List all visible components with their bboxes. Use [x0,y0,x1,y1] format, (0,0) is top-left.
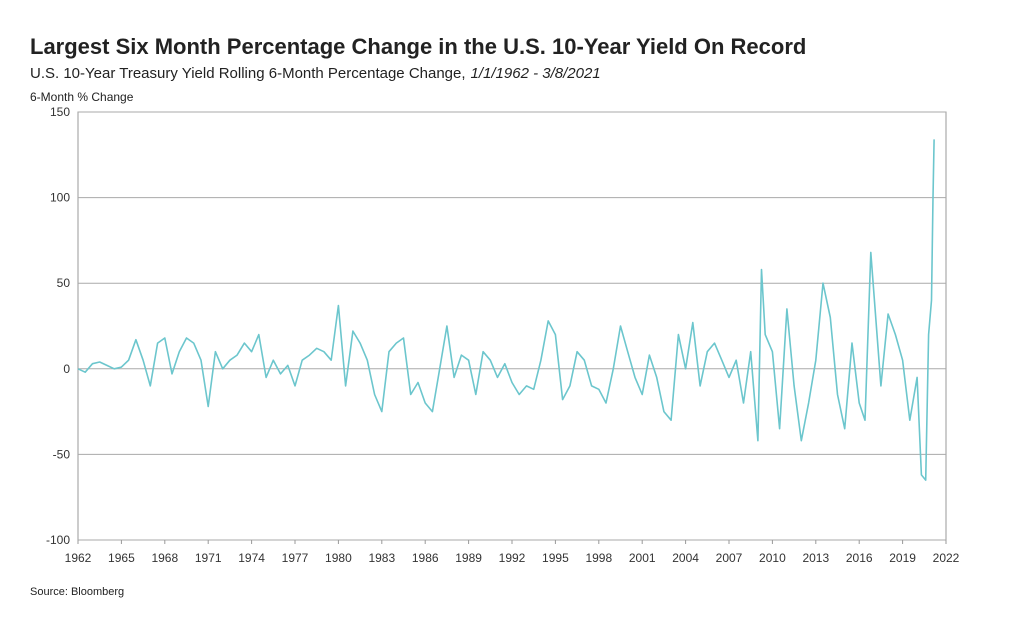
x-tick-label: 2019 [889,551,916,565]
x-tick-label: 2022 [933,551,960,565]
y-tick-label: -100 [46,533,70,547]
x-tick-label: 2004 [672,551,699,565]
x-tick-label: 2010 [759,551,786,565]
subtitle-text: U.S. 10-Year Treasury Yield Rolling 6-Mo… [30,65,466,82]
y-tick-label: 100 [50,191,70,205]
x-tick-label: 1962 [65,551,92,565]
x-tick-label: 1977 [282,551,309,565]
x-tick-label: 1989 [455,551,482,565]
y-tick-label: 50 [57,276,71,290]
y-tick-label: -50 [53,447,71,461]
y-axis-label: 6-Month % Change [30,90,134,104]
chart-subtitle: U.S. 10-Year Treasury Yield Rolling 6-Mo… [30,65,601,82]
x-tick-label: 1992 [499,551,526,565]
y-tick-label: 150 [50,105,70,119]
data-line [77,139,935,481]
chart-title: Largest Six Month Percentage Change in t… [30,34,806,59]
plot-frame [77,111,947,541]
x-tick-label: 1986 [412,551,439,565]
x-tick-label: 1995 [542,551,569,565]
x-tick-label: 1971 [195,551,222,565]
y-tick-label: 0 [63,362,70,376]
subtitle-dates: 1/1/1962 - 3/8/2021 [471,65,601,82]
x-tick-label: 1980 [325,551,352,565]
x-tick-label: 2007 [716,551,743,565]
x-tick-label: 1968 [151,551,178,565]
x-tick-label: 1983 [368,551,395,565]
x-tick-label: 2016 [846,551,873,565]
x-tick-label: 1965 [108,551,135,565]
source-note: Source: Bloomberg [30,586,124,598]
x-tick-label: 1998 [585,551,612,565]
x-tick-label: 2001 [629,551,656,565]
x-tick-label: 1974 [238,551,265,565]
x-tick-label: 2013 [802,551,829,565]
